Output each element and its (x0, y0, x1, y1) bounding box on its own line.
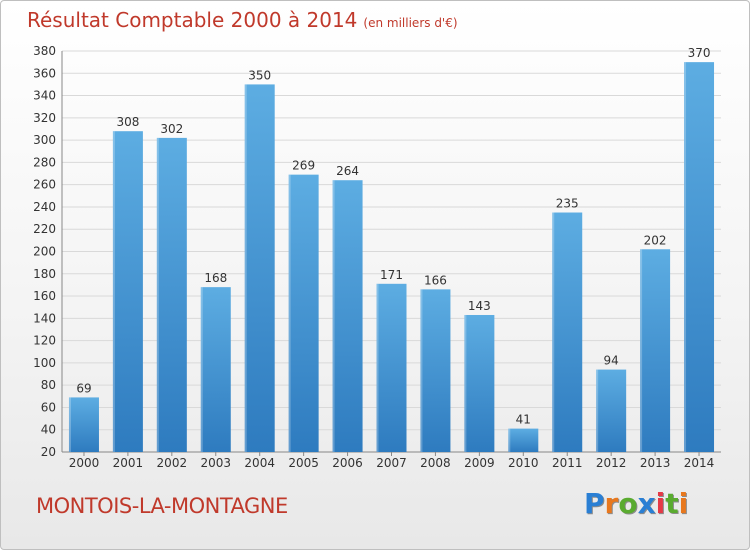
logo-letter: i (678, 487, 689, 520)
data-label: 94 (604, 354, 619, 368)
y-tick-label: 20 (41, 445, 56, 459)
x-tick-label: 2014 (684, 456, 715, 470)
y-tick-label: 280 (33, 155, 56, 169)
y-tick-label: 220 (33, 222, 56, 236)
y-tick-label: 60 (41, 400, 56, 414)
logo-letter: i (655, 487, 666, 520)
bar (288, 174, 319, 452)
bar-highlight (596, 369, 599, 452)
bar-highlight (200, 287, 203, 452)
x-tick-label: 2000 (69, 456, 100, 470)
bar-highlight (244, 84, 247, 453)
y-tick-label: 380 (33, 44, 56, 58)
bar-highlight (640, 249, 643, 452)
data-label: 235 (556, 197, 579, 211)
y-tick-label: 260 (33, 178, 56, 192)
bar (376, 283, 407, 452)
y-tick-label: 180 (33, 267, 56, 281)
x-tick-label: 2009 (464, 456, 495, 470)
x-tick-label: 2012 (596, 456, 627, 470)
data-label: 269 (292, 159, 315, 173)
data-label: 308 (116, 115, 139, 129)
bar (68, 397, 99, 452)
y-tick-label: 320 (33, 111, 56, 125)
data-label: 202 (644, 233, 667, 247)
x-tick-label: 2003 (200, 456, 231, 470)
x-tick-label: 2006 (332, 456, 363, 470)
data-label: 264 (336, 164, 359, 178)
commune-name: MONTOIS-LA-MONTAGNE (36, 494, 288, 518)
bar-highlight (332, 180, 335, 452)
bar (244, 84, 275, 453)
y-tick-label: 100 (33, 356, 56, 370)
y-tick-label: 140 (33, 311, 56, 325)
x-tick-label: 2001 (113, 456, 144, 470)
bar-highlight (156, 137, 159, 452)
x-tick-label: 2002 (157, 456, 188, 470)
y-tick-label: 160 (33, 289, 56, 303)
y-tick-label: 300 (33, 133, 56, 147)
y-tick-label: 240 (33, 200, 56, 214)
bar (552, 212, 583, 452)
data-label: 143 (468, 299, 491, 313)
chart-title: Résultat Comptable 2000 à 2014 (en millie… (27, 8, 458, 32)
x-tick-label: 2007 (376, 456, 407, 470)
chart-title-text: Résultat Comptable 2000 à 2014 (27, 8, 358, 32)
y-tick-label: 360 (33, 66, 56, 80)
bar (112, 131, 143, 452)
bar-highlight (420, 289, 423, 452)
bar-highlight (508, 428, 511, 452)
data-label: 171 (380, 268, 403, 282)
logo-letter: t (665, 487, 679, 520)
bar-highlight (112, 131, 115, 452)
x-tick-label: 2004 (244, 456, 275, 470)
data-label: 168 (204, 271, 227, 285)
bar (464, 314, 495, 452)
chart-unit: (en milliers d'€) (363, 16, 458, 30)
bar (200, 287, 231, 452)
y-tick-label: 120 (33, 334, 56, 348)
bar (420, 289, 451, 452)
bar (508, 428, 539, 452)
bar-highlight (288, 174, 291, 452)
data-label: 41 (516, 413, 531, 427)
data-label: 370 (688, 46, 711, 60)
y-tick-label: 40 (41, 423, 56, 437)
bar-highlight (68, 397, 71, 452)
bar (156, 137, 187, 452)
bar (640, 249, 671, 452)
y-tick-label: 200 (33, 245, 56, 259)
data-label: 166 (424, 273, 447, 287)
logo-letter: r (604, 487, 619, 520)
bar-highlight (376, 283, 379, 452)
data-label: 302 (160, 122, 183, 136)
y-tick-label: 340 (33, 89, 56, 103)
x-tick-label: 2011 (552, 456, 583, 470)
logo-letter: o (618, 487, 638, 520)
data-label: 350 (248, 68, 271, 82)
bar-highlight (684, 62, 687, 453)
logo-letter: P (584, 487, 605, 520)
x-tick-label: 2008 (420, 456, 451, 470)
x-tick-label: 2013 (640, 456, 671, 470)
y-tick-label: 80 (41, 378, 56, 392)
bar (684, 62, 715, 453)
bar (332, 180, 363, 452)
x-tick-label: 2010 (508, 456, 539, 470)
x-tick-label: 2005 (288, 456, 319, 470)
bar (596, 369, 627, 452)
logo-letter: x (637, 487, 656, 520)
bar-highlight (464, 314, 467, 452)
data-label: 69 (76, 381, 91, 395)
bar-highlight (552, 212, 555, 452)
proxiti-logo: Proxiti (584, 487, 688, 520)
